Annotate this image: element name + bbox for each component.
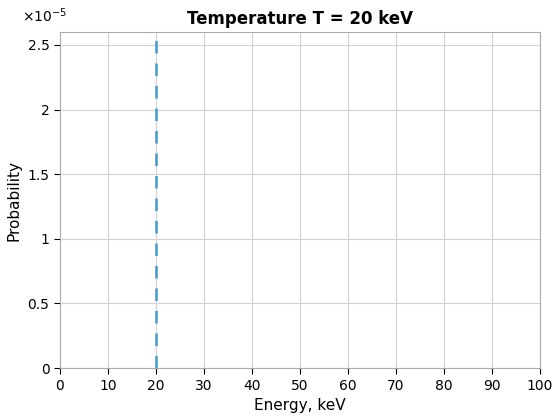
Text: $\times10^{-5}$: $\times10^{-5}$ [21, 7, 67, 25]
X-axis label: Energy, keV: Energy, keV [254, 398, 346, 413]
Title: Temperature T = 20 keV: Temperature T = 20 keV [187, 10, 413, 28]
Y-axis label: Probability: Probability [7, 160, 22, 241]
